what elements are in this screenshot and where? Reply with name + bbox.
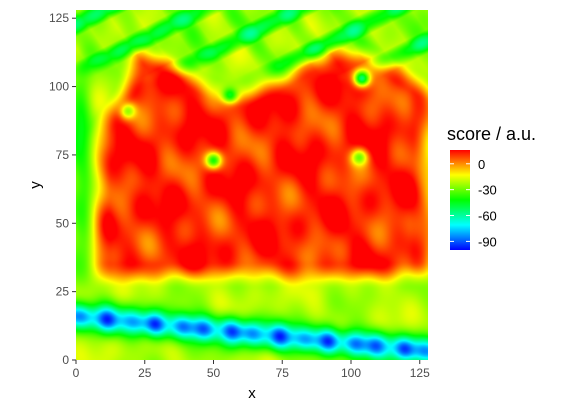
y-tick-label: 75 (56, 148, 70, 162)
x-tick-label: 50 (207, 366, 221, 380)
y-tick-label: 0 (62, 353, 69, 367)
x-tick-label: 125 (410, 366, 430, 380)
x-axis: 0 25 50 75 100 125 (73, 360, 430, 380)
legend-label: 0 (478, 157, 485, 172)
legend-ticks: 0 -30 -60 -90 (450, 157, 497, 249)
legend-label: -90 (478, 234, 497, 249)
y-axis-title: y (27, 181, 44, 189)
legend-label: -60 (478, 209, 497, 224)
y-tick-label: 25 (56, 285, 70, 299)
y-tick-label: 125 (49, 11, 69, 25)
plot-area (76, 10, 428, 360)
heatmap-raster (76, 10, 428, 360)
x-tick-label: 25 (138, 366, 152, 380)
x-axis-title: x (248, 385, 256, 402)
x-tick-label: 100 (341, 366, 361, 380)
y-axis: 0 25 50 75 100 125 (49, 11, 76, 367)
legend-title: score / a.u. (447, 124, 536, 144)
x-tick-label: 0 (73, 366, 80, 380)
legend-label: -30 (478, 183, 497, 198)
y-tick-label: 50 (56, 216, 70, 230)
legend: score / a.u. 0 -30 -60 -90 (447, 124, 536, 250)
legend-colorbar (450, 150, 470, 250)
x-tick-label: 75 (276, 366, 290, 380)
y-tick-label: 100 (49, 80, 69, 94)
